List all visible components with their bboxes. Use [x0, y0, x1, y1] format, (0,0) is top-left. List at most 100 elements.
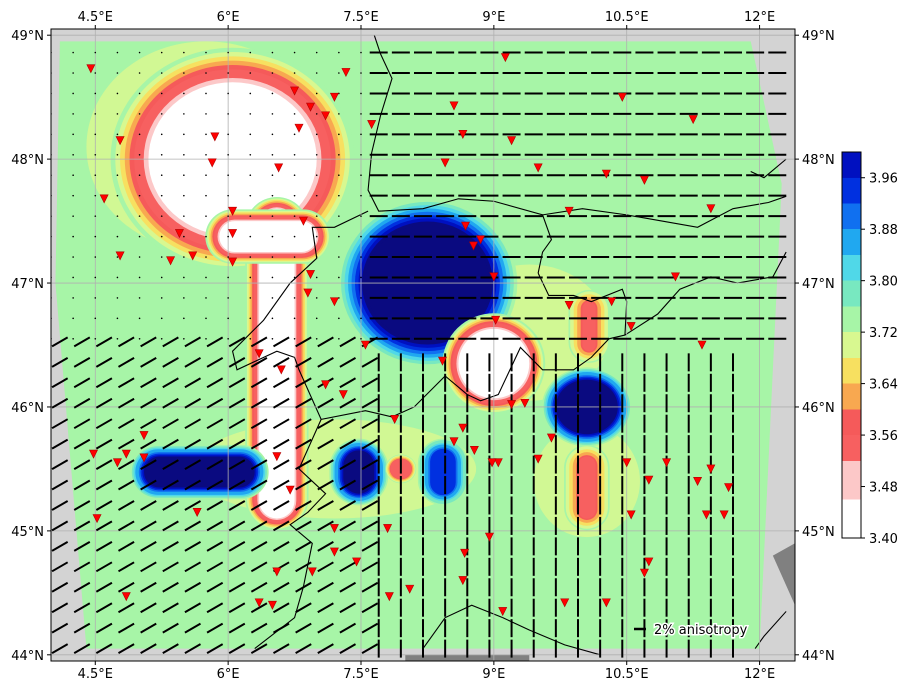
anisotropy-dot	[94, 317, 97, 320]
anisotropy-dot	[249, 215, 252, 217]
anisotropy-dot	[138, 133, 141, 136]
station-marker	[533, 163, 543, 173]
station-marker	[622, 458, 632, 468]
anisotropy-bar	[184, 438, 202, 450]
anisotropy-bar	[206, 500, 224, 511]
anisotropy-bar	[51, 336, 69, 348]
lon-tick-label-top: 9°E	[482, 10, 505, 25]
station-marker	[507, 136, 517, 146]
anisotropy-dot	[227, 215, 229, 217]
anisotropy-dot	[116, 153, 119, 156]
station-marker	[449, 437, 459, 447]
anisotropy-dot	[315, 297, 318, 299]
anisotropy-bar	[73, 622, 91, 634]
colorbar-tick-label: 3.40	[869, 532, 898, 547]
anisotropy-bar	[206, 438, 224, 450]
anisotropy-bar	[95, 459, 113, 470]
anisotropy-bar	[272, 581, 290, 593]
anisotropy-bar	[361, 397, 379, 409]
anisotropy-bar	[339, 418, 357, 430]
anisotropy-dot	[72, 133, 74, 136]
anisotropy-dot	[227, 51, 229, 54]
anisotropy-bar	[206, 541, 224, 552]
anisotropy-bar	[184, 418, 202, 430]
anisotropy-dot	[249, 194, 252, 197]
anisotropy-dot	[227, 317, 229, 320]
anisotropy-bar	[361, 602, 379, 614]
anisotropy-bar	[361, 561, 379, 573]
anisotropy-bar	[95, 561, 113, 573]
anisotropy-bar	[250, 520, 268, 532]
anisotropy-dot	[138, 235, 141, 238]
anisotropy-bar	[206, 561, 224, 573]
anisotropy-bar	[295, 377, 312, 389]
anisotropy-dot	[338, 133, 340, 136]
anisotropy-dot	[293, 317, 296, 320]
anisotropy-dot	[360, 297, 362, 299]
anisotropy-bar	[272, 541, 290, 552]
anisotropy-bar	[162, 397, 179, 409]
anisotropy-dot	[72, 174, 74, 177]
anisotropy-dot	[116, 215, 119, 217]
colorbar-bar	[841, 151, 862, 539]
legend-label: 2% anisotropy	[654, 623, 748, 638]
anisotropy-dot	[160, 256, 163, 258]
anisotropy-bar	[184, 500, 202, 511]
anisotropy-bar	[95, 520, 113, 532]
anisotropy-bar	[317, 397, 334, 409]
anisotropy-dot	[183, 194, 185, 197]
anisotropy-dot	[160, 113, 163, 115]
anisotropy-dot	[249, 51, 252, 54]
anisotropy-bar	[95, 418, 113, 430]
anisotropy-dot	[205, 215, 207, 217]
anisotropy-dot	[138, 317, 141, 320]
anisotropy-dot	[338, 276, 340, 279]
anisotropy-bar	[317, 541, 334, 552]
anisotropy-bar	[295, 581, 312, 593]
anisotropy-dot	[160, 235, 163, 238]
anisotropy-bar	[95, 336, 113, 348]
anisotropy-dot	[183, 153, 185, 156]
anisotropy-bar	[117, 356, 135, 368]
anisotropy-bar	[272, 397, 290, 409]
anisotropy-dot	[227, 133, 229, 136]
station-marker	[476, 235, 486, 245]
anisotropy-dot	[116, 256, 119, 258]
anisotropy-dot	[315, 51, 318, 54]
station-marker	[701, 510, 711, 520]
anisotropy-dot	[116, 235, 119, 238]
station-marker	[639, 568, 649, 578]
anisotropy-bar	[295, 397, 312, 409]
colorbar-tick-label: 3.80	[869, 275, 898, 290]
lat-tick-label-right: 45°N	[802, 525, 835, 540]
station-marker	[274, 163, 284, 173]
station-marker	[560, 598, 570, 608]
anisotropy-dot	[94, 133, 97, 136]
anisotropy-dot	[315, 194, 318, 197]
anisotropy-bar	[339, 459, 357, 470]
anisotropy-dot	[227, 235, 229, 238]
anisotropy-bar	[117, 541, 135, 552]
anisotropy-bar	[339, 622, 357, 634]
anisotropy-dot	[160, 215, 163, 217]
station-marker	[500, 53, 510, 63]
anisotropy-bar	[184, 541, 202, 552]
anisotropy-bar	[361, 622, 379, 634]
anisotropy-dot	[205, 235, 207, 238]
anisotropy-dot	[94, 338, 97, 340]
station-marker	[440, 158, 450, 168]
anisotropy-dot	[360, 113, 362, 115]
anisotropy-dot	[293, 297, 296, 299]
anisotropy-bar	[339, 581, 357, 593]
anisotropy-dot	[138, 153, 141, 156]
anisotropy-bar	[339, 438, 357, 450]
anisotropy-dot	[94, 256, 97, 258]
anisotropy-dot	[227, 92, 229, 95]
anisotropy-bar	[140, 438, 157, 450]
station-marker	[89, 449, 98, 459]
anisotropy-dot	[249, 133, 252, 136]
anisotropy-bar	[117, 479, 135, 491]
anisotropy-bar	[73, 479, 91, 491]
anisotropy-dot	[360, 194, 362, 197]
anisotropy-dot	[293, 276, 296, 279]
